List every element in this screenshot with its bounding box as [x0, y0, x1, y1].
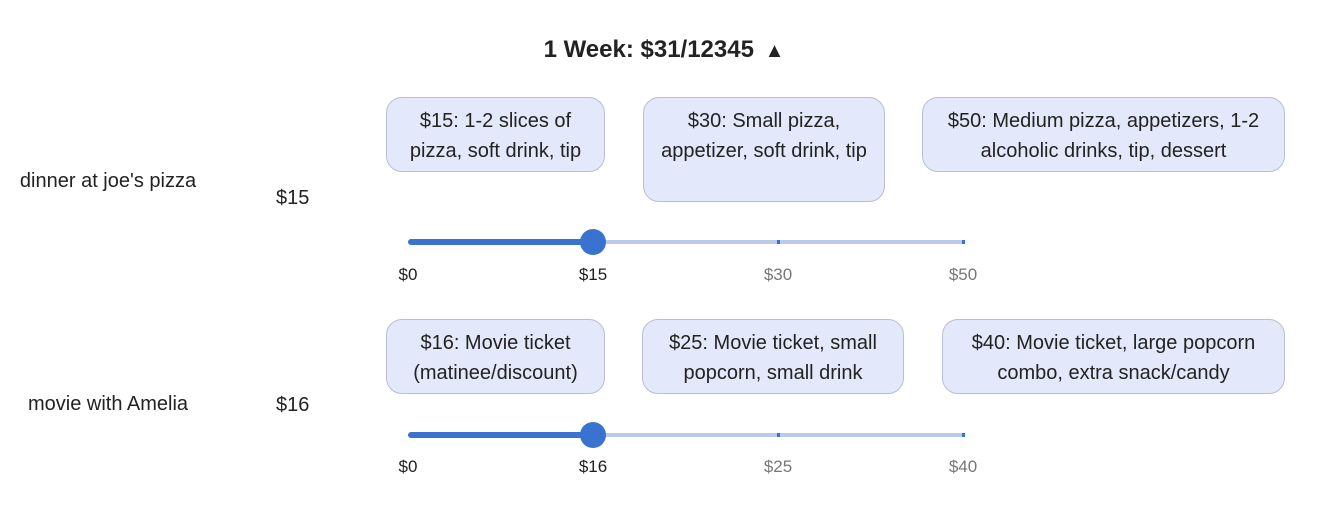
slider-stop — [777, 240, 780, 244]
slider-stop — [777, 433, 780, 437]
tick-label: $16 — [578, 457, 608, 476]
row-value: $16 — [276, 394, 310, 416]
slider-fill — [408, 239, 593, 245]
tick-label: $0 — [398, 265, 418, 284]
slider-thumb[interactable] — [580, 229, 606, 255]
slider-track[interactable] — [408, 433, 963, 437]
cost-slider[interactable] — [408, 420, 965, 450]
tick-label: $0 — [398, 457, 418, 476]
row-value: $15 — [276, 187, 310, 209]
option-bubble[interactable]: $50: Medium pizza, appetizers, 1-2 alcoh… — [922, 97, 1285, 172]
slider-track[interactable] — [408, 240, 963, 244]
option-bubble[interactable]: $15: 1-2 slices of pizza, soft drink, ti… — [386, 97, 605, 172]
tick-label: $30 — [763, 265, 793, 284]
budget-header: 1 Week: $31/12345 ▲ — [0, 36, 1328, 64]
slider-stop — [962, 433, 965, 437]
cost-slider[interactable] — [408, 227, 965, 257]
slider-fill — [408, 432, 593, 438]
row-label: movie with Amelia — [27, 393, 189, 415]
row-label: dinner at joe's pizza — [19, 170, 197, 192]
tick-label: $40 — [948, 457, 978, 476]
slider-stop — [962, 240, 965, 244]
tick-label: $50 — [948, 265, 978, 284]
triangle-up-icon: ▲ — [764, 40, 785, 62]
option-bubble[interactable]: $40: Movie ticket, large popcorn combo, … — [942, 319, 1285, 394]
option-bubble[interactable]: $30: Small pizza, appetizer, soft drink,… — [643, 97, 885, 202]
option-bubble[interactable]: $16: Movie ticket (matinee/discount) — [386, 319, 605, 394]
budget-title: 1 Week: $31/12345 — [543, 36, 754, 63]
option-bubble[interactable]: $25: Movie ticket, small popcorn, small … — [642, 319, 904, 394]
slider-thumb[interactable] — [580, 422, 606, 448]
tick-label: $25 — [763, 457, 793, 476]
tick-label: $15 — [578, 265, 608, 284]
